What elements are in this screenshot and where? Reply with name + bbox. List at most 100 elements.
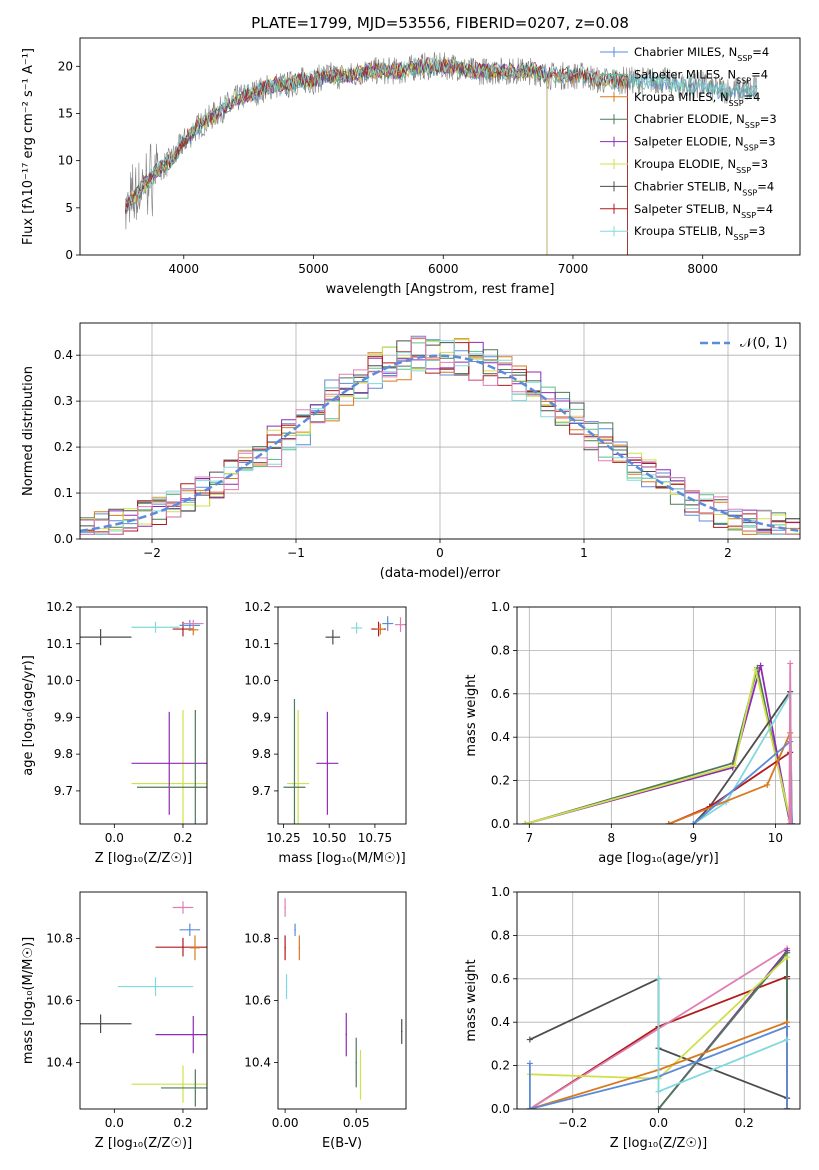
- mass-weight-marker: [757, 662, 764, 669]
- y-tick-label: 10.4: [46, 1056, 73, 1070]
- mass-weight-marker: [784, 1106, 791, 1109]
- legend-entry: Chabrier ELODIE, NSSP=3: [634, 112, 777, 130]
- y-tick-label: 0.3: [54, 394, 73, 408]
- mass-weight-marker: [786, 821, 793, 824]
- x-tick-label: 0.00: [272, 1116, 299, 1130]
- x-tick-label: 10.25: [266, 831, 300, 845]
- model-spectrum-line: [125, 57, 628, 255]
- mass-weight-line: [524, 669, 792, 824]
- y-tick-label: 0.6: [491, 972, 510, 986]
- x-tick-label: 0.2: [735, 1116, 754, 1130]
- y-tick-label: 10.8: [244, 932, 271, 946]
- data-point: [400, 1030, 403, 1033]
- data-point: [189, 929, 191, 931]
- y-tick-label: 10.1: [244, 637, 271, 651]
- age_vs_Z-plot-area: [80, 619, 207, 824]
- x-tick-label: −0.2: [558, 1116, 587, 1130]
- data-point: [293, 786, 296, 789]
- legend-entry: Chabrier STELIB, NSSP=4: [634, 179, 774, 197]
- y-tick-label: 9.8: [54, 747, 73, 761]
- x-tick-label: 7: [525, 831, 533, 845]
- y-tick-label: 0.4: [491, 1015, 510, 1029]
- x-tick-label: −1: [287, 546, 305, 560]
- legend-entry: Salpeter MILES, NSSP=4: [634, 67, 768, 85]
- model-spectrum-line: [125, 56, 758, 211]
- model-spectrum-line: [125, 59, 628, 255]
- age_vs_mass-plot-area: [283, 616, 406, 824]
- y-tick-label: 0.6: [491, 687, 510, 701]
- massweight_vs_Z-panel: −0.2 0.0 0.2 0.0 0.2 0.4 0.6 0.8 1.0 Z [log₁₀(Z/Z…: [464, 885, 801, 1151]
- axes-frame: [277, 606, 407, 825]
- normal-curve: [80, 354, 800, 533]
- mass-weight-marker: [655, 1088, 662, 1095]
- residuals-plot-area: [80, 335, 800, 539]
- x-axis-label: Z [log₁₀(Z/Z☉)]: [95, 851, 192, 866]
- y-tick-label: 10.6: [244, 994, 271, 1008]
- x-tick-label: 7000: [558, 262, 589, 276]
- residual-histogram: [80, 337, 800, 539]
- y-tick-label: 10.4: [244, 1056, 271, 1070]
- massweight_vs_Z-plot-area: [526, 945, 791, 1109]
- data-point: [386, 622, 389, 625]
- y-tick-label: 9.9: [252, 710, 271, 724]
- x-tick-label: 0.0: [649, 1116, 668, 1130]
- y-tick-label: 0.8: [491, 643, 510, 657]
- legend-entry: Salpeter STELIB, NSSP=4: [634, 202, 773, 220]
- axes-frame: [516, 891, 801, 1110]
- residuals-panel: −2 −1 0 1 2 0.0 0.1 0.2 0.3 0.4 (data-model)/error…: [21, 322, 801, 581]
- model-spectrum-line: [125, 57, 548, 255]
- legend-entry: Kroupa ELODIE, NSSP=3: [634, 157, 768, 175]
- x-tick-label: 0.0: [105, 1116, 124, 1130]
- mass-weight-marker: [787, 660, 794, 667]
- y-tick-label: 0.8: [491, 928, 510, 942]
- figure-title: PLATE=1799, MJD=53556, FIBERID=0207, z=0…: [251, 14, 629, 32]
- residual-histogram: [80, 339, 800, 539]
- y-axis-label: mass [log₁₀(M/M☉)]: [21, 937, 36, 1064]
- mass-weight-marker: [784, 1023, 791, 1030]
- mass-weight-marker: [731, 762, 738, 769]
- x-tick-label: 0.2: [173, 1116, 192, 1130]
- model-spectrum-line: [125, 59, 628, 255]
- y-tick-label: 9.7: [252, 784, 271, 798]
- data-point: [332, 636, 334, 638]
- data-point: [189, 624, 191, 627]
- y-tick-label: 10.0: [46, 674, 73, 688]
- data-point: [182, 906, 184, 909]
- y-tick-label: 1.0: [491, 600, 510, 614]
- data-point: [154, 985, 157, 988]
- axes-frame: [277, 891, 407, 1110]
- age_vs_Z-panel: 0.0 0.2 9.7 9.8 9.9 10.0 10.1 10.2 Z [log₁₀(Z/Z☉…: [21, 600, 208, 866]
- y-axis-label: age [log₁₀(age/yr)]: [21, 655, 36, 776]
- x-tick-label: 9: [690, 831, 698, 845]
- data-point: [284, 947, 286, 949]
- x-axis-label: Z [log₁₀(Z/Z☉)]: [610, 1136, 707, 1151]
- y-tick-label: 10: [58, 154, 73, 168]
- x-axis-label: Z [log₁₀(Z/Z☉)]: [95, 1136, 192, 1151]
- y-tick-label: 10.1: [46, 637, 73, 651]
- x-axis-label: (data-model)/error: [380, 566, 501, 581]
- y-tick-label: 10.2: [46, 600, 73, 614]
- mass-weight-marker: [655, 1106, 662, 1109]
- y-tick-label: 0.0: [491, 1102, 510, 1116]
- data-point: [345, 1033, 348, 1036]
- y-tick-label: 5: [65, 201, 73, 215]
- y-tick-label: 0.0: [54, 532, 73, 546]
- x-tick-label: 6000: [428, 262, 459, 276]
- y-tick-label: 0.0: [491, 817, 510, 831]
- mass-weight-marker: [526, 1106, 533, 1109]
- mass-weight-marker: [526, 1060, 533, 1067]
- mass_vs_Z-plot-area: [80, 901, 207, 1107]
- mass-weight-marker: [764, 781, 771, 788]
- y-tick-label: 10.0: [244, 674, 271, 688]
- y-tick-label: 20: [58, 59, 73, 73]
- legend-entry: Salpeter ELODIE, NSSP=3: [634, 135, 776, 153]
- x-axis-label: E(B-V): [322, 1136, 362, 1151]
- data-point: [194, 1087, 197, 1089]
- data-point: [297, 782, 299, 785]
- mass-weight-marker: [665, 821, 672, 824]
- data-point: [182, 782, 184, 785]
- y-tick-label: 0.2: [491, 774, 510, 788]
- x-tick-label: 5000: [298, 262, 329, 276]
- spectrum-panel: 4000 5000 6000 7000 8000 0 5 10 15 20 wavelength […: [21, 37, 801, 297]
